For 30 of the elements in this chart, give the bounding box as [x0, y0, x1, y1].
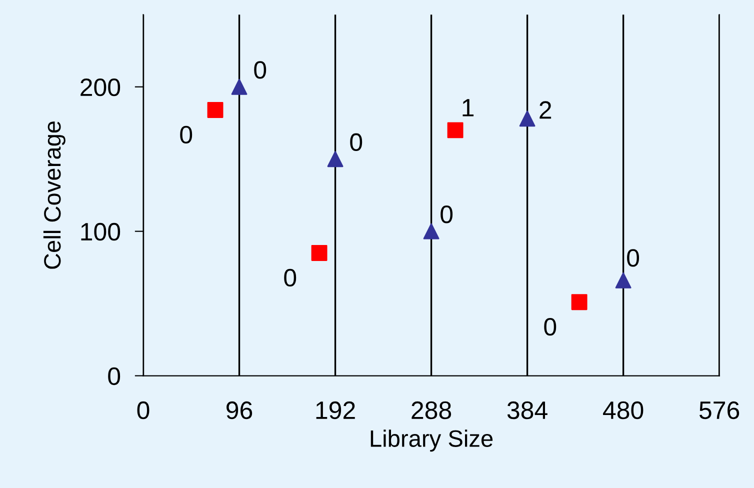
- x-tick-label: 384: [507, 401, 548, 420]
- point: [207, 102, 224, 118]
- annotation: 1: [462, 99, 474, 116]
- point: [231, 78, 248, 95]
- point: [327, 151, 344, 168]
- annotation: 0: [544, 318, 556, 336]
- point: [571, 294, 588, 310]
- annotation: 0: [180, 126, 192, 144]
- point: [311, 245, 328, 261]
- annotation: 0: [284, 268, 296, 287]
- y-tick-label: 200: [80, 78, 120, 96]
- x-tick-label: 0: [137, 401, 150, 420]
- x-axis-title: Library Size: [370, 430, 493, 452]
- annotation: 2: [540, 101, 552, 119]
- x-tick-label: 96: [226, 401, 252, 420]
- y-tick-label: 0: [108, 367, 120, 386]
- annotation: 0: [254, 61, 266, 79]
- point: [519, 110, 536, 127]
- point: [447, 122, 464, 138]
- x-tick-label: 576: [699, 401, 740, 420]
- x-tick-label: 192: [316, 401, 355, 420]
- point: [615, 272, 632, 288]
- annotation: 0: [440, 206, 453, 224]
- x-tick-label: 480: [603, 401, 644, 420]
- annotation: 0: [350, 133, 362, 151]
- x-tick-label: 288: [412, 401, 452, 420]
- annotation: 0: [627, 249, 640, 267]
- y-tick-label: 100: [81, 222, 120, 241]
- point: [423, 223, 440, 240]
- y-axis-title: Cell Coverage: [43, 121, 66, 269]
